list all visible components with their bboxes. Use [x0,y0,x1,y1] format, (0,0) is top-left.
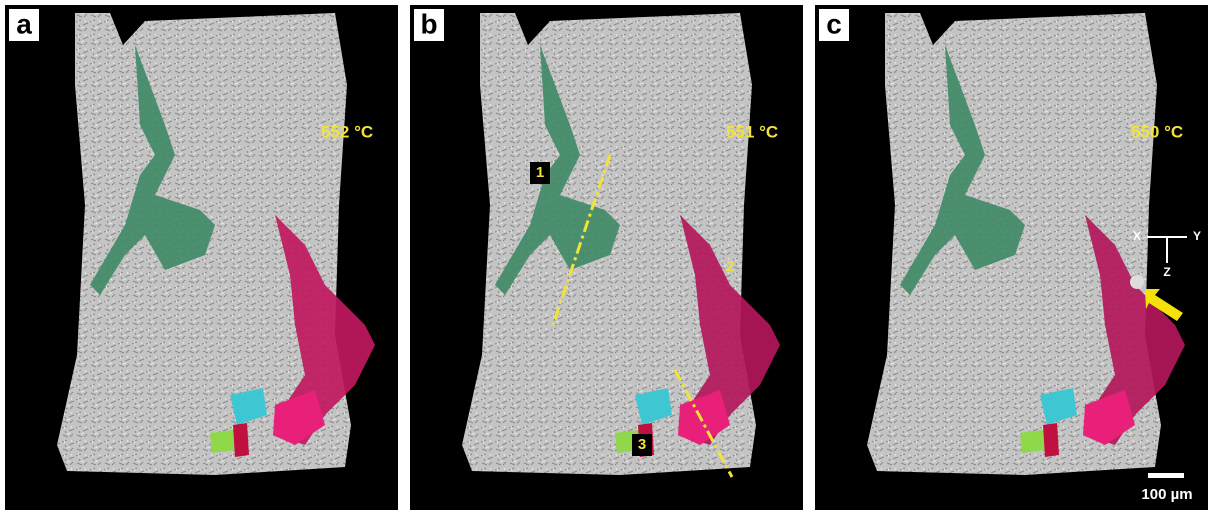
axis-label: Z [1163,265,1170,279]
scale-bar [1148,473,1184,478]
axis-label: X [1133,229,1141,243]
panel: b 551 °C 1 2 3 [410,5,803,510]
lime-phase [210,430,235,453]
temperature: 552 °C [321,122,373,141]
temperature: 551 °C [726,122,778,141]
panel: c 550 °C X Y Z 100 µm [815,5,1208,510]
panel-label: b [420,8,437,39]
lime-phase [1020,430,1045,453]
scale-bar-label: 100 µm [1141,486,1192,503]
annotation: 1 [536,164,544,181]
panel-label: a [16,8,32,39]
temperature: 550 °C [1131,122,1183,141]
particle [1130,275,1144,289]
panel-label: c [826,8,842,39]
axis-label: Y [1193,229,1201,243]
figure: a 552 °C b 551 °C 1 2 3 c 550 °C X Y Z 100 µm [0,0,1217,514]
annotation: 3 [638,436,646,453]
annotation: 2 [726,258,734,275]
red-phase [233,423,249,457]
panel: a 552 °C [5,5,398,510]
red-phase [1043,423,1059,457]
